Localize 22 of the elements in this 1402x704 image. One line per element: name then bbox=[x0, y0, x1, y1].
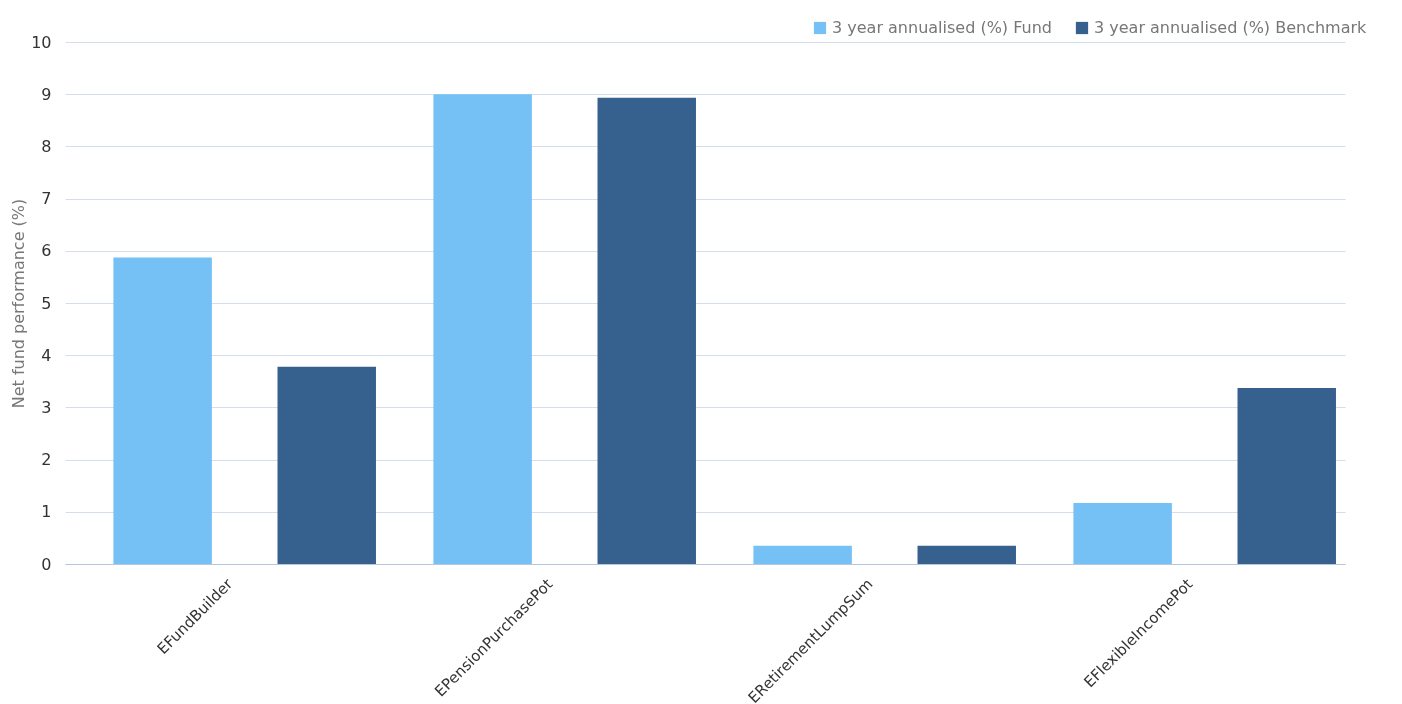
y-tick-label: 2 bbox=[41, 450, 52, 470]
legend-label: 3 year annualised (%) Fund bbox=[832, 18, 1052, 37]
y-tick-label: 1 bbox=[41, 502, 52, 522]
y-tick-label: 10 bbox=[31, 32, 52, 52]
bar bbox=[1237, 388, 1336, 564]
y-tick-label: 4 bbox=[41, 345, 52, 365]
bar bbox=[917, 545, 1016, 564]
y-tick-label: 7 bbox=[41, 189, 52, 209]
bar bbox=[113, 257, 212, 564]
y-tick-label: 8 bbox=[41, 136, 52, 156]
legend-label: 3 year annualised (%) Benchmark bbox=[1094, 18, 1368, 37]
bar bbox=[277, 366, 376, 564]
y-tick-label: 5 bbox=[41, 293, 52, 313]
y-tick-label: 3 bbox=[41, 397, 52, 417]
y-axis-title: Net fund performance (%) bbox=[9, 198, 29, 409]
y-tick-label: 0 bbox=[41, 554, 52, 574]
bar bbox=[1073, 502, 1172, 564]
y-tick-label: 6 bbox=[41, 241, 52, 261]
bar bbox=[597, 97, 696, 564]
bar bbox=[433, 94, 532, 564]
bar bbox=[753, 545, 852, 564]
y-tick-label: 9 bbox=[41, 84, 52, 104]
